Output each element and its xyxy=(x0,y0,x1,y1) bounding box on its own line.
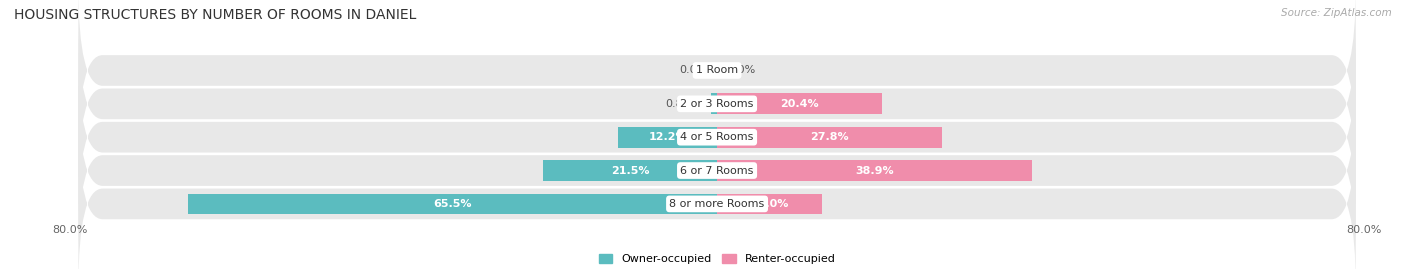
FancyBboxPatch shape xyxy=(79,119,1355,269)
Text: 27.8%: 27.8% xyxy=(810,132,849,142)
Bar xyxy=(543,160,717,181)
Text: 0.0%: 0.0% xyxy=(679,65,707,76)
Text: 0.0%: 0.0% xyxy=(727,65,755,76)
Bar xyxy=(710,94,717,114)
Text: Source: ZipAtlas.com: Source: ZipAtlas.com xyxy=(1281,8,1392,18)
FancyBboxPatch shape xyxy=(79,86,1355,255)
Bar xyxy=(717,194,823,214)
Text: 4 or 5 Rooms: 4 or 5 Rooms xyxy=(681,132,754,142)
Text: 38.9%: 38.9% xyxy=(855,165,894,176)
Text: 13.0%: 13.0% xyxy=(751,199,789,209)
Text: 0.81%: 0.81% xyxy=(665,99,700,109)
FancyBboxPatch shape xyxy=(79,0,1355,155)
Bar xyxy=(717,94,882,114)
Bar xyxy=(187,194,717,214)
Legend: Owner-occupied, Renter-occupied: Owner-occupied, Renter-occupied xyxy=(595,249,839,268)
Text: 2 or 3 Rooms: 2 or 3 Rooms xyxy=(681,99,754,109)
Text: 21.5%: 21.5% xyxy=(610,165,650,176)
FancyBboxPatch shape xyxy=(79,52,1355,222)
Text: 20.4%: 20.4% xyxy=(780,99,818,109)
Text: 8 or more Rooms: 8 or more Rooms xyxy=(669,199,765,209)
FancyBboxPatch shape xyxy=(79,19,1355,189)
Text: HOUSING STRUCTURES BY NUMBER OF ROOMS IN DANIEL: HOUSING STRUCTURES BY NUMBER OF ROOMS IN… xyxy=(14,8,416,22)
Bar xyxy=(619,127,717,147)
Bar xyxy=(717,127,942,147)
Text: 6 or 7 Rooms: 6 or 7 Rooms xyxy=(681,165,754,176)
Bar xyxy=(717,160,1032,181)
Text: 65.5%: 65.5% xyxy=(433,199,471,209)
Text: 1 Room: 1 Room xyxy=(696,65,738,76)
Text: 12.2%: 12.2% xyxy=(648,132,688,142)
